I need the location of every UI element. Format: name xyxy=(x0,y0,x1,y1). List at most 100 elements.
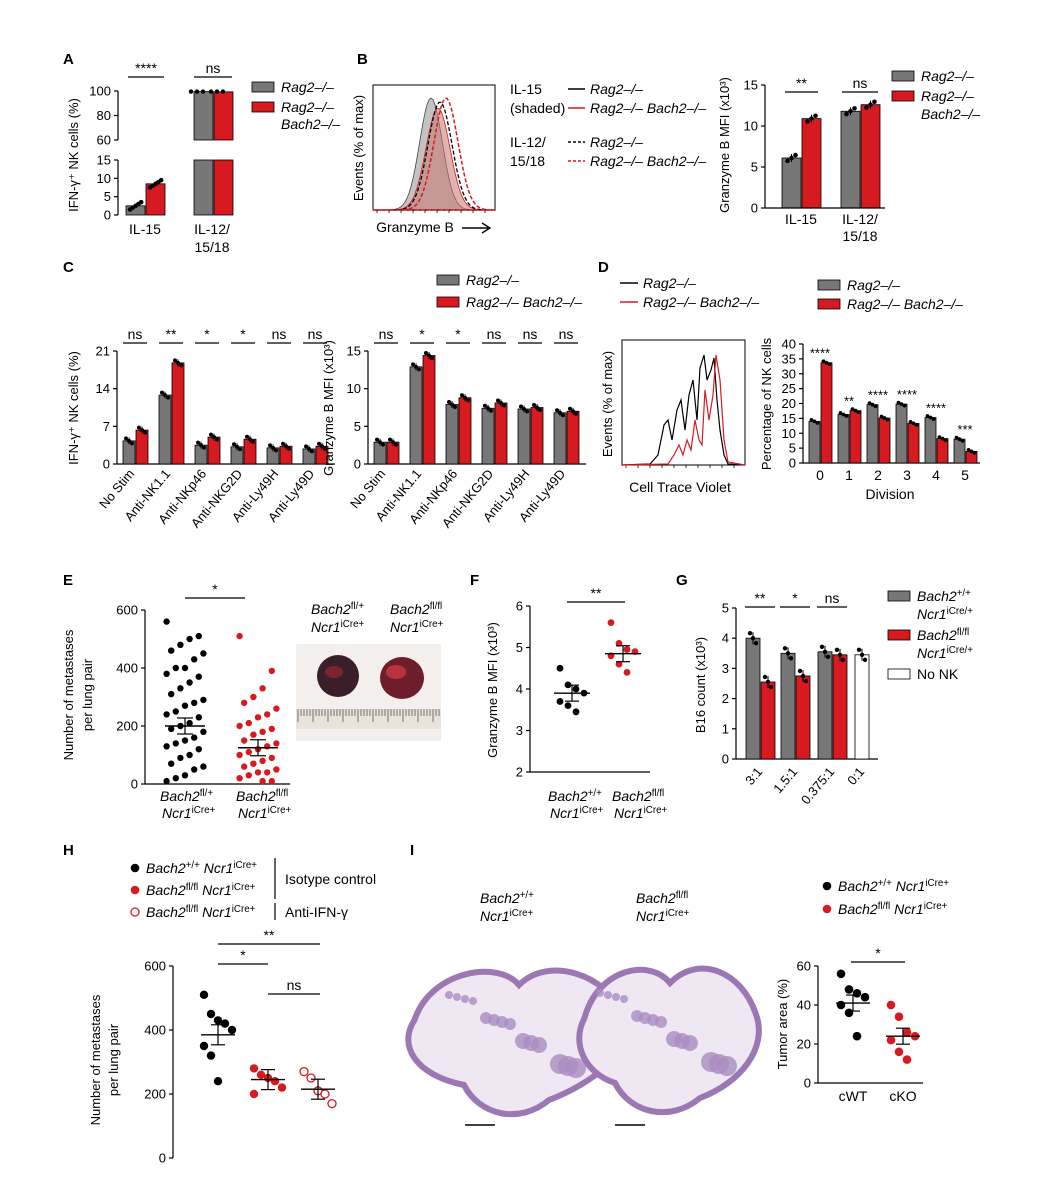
panelI-img-label-0b: Ncr1iCre+ xyxy=(480,908,534,925)
panelA-legend-0-label: Rag2–/– xyxy=(281,79,334,95)
panelE-point xyxy=(273,766,280,773)
panelE-ylabel-2: per lung pair xyxy=(80,658,95,731)
panelB-bar-ylabel: Granzyme B MFI (x10³) xyxy=(717,77,732,213)
panelC-left-point xyxy=(202,445,206,450)
panel-letter-E: E xyxy=(63,572,73,589)
panelC-right-bar xyxy=(422,355,436,465)
panelB-bar-legend-0-label: Rag2–/– xyxy=(921,68,974,84)
panelC-left-point xyxy=(209,432,213,437)
panelE-point xyxy=(236,775,243,782)
panelG-point xyxy=(825,654,831,659)
panelI-legend-0: Bach2+/+ Ncr1iCre+ xyxy=(838,878,949,895)
panelC-right-point xyxy=(427,353,431,358)
panelD-bar-point xyxy=(841,412,846,417)
panelG-point xyxy=(834,647,840,653)
panelF-point xyxy=(564,702,572,709)
panelE-point xyxy=(245,772,252,779)
panelH-legend-1-part: Bach2 xyxy=(146,882,186,898)
panelC-left-point xyxy=(235,444,239,449)
panelD-bar-rect xyxy=(837,414,850,464)
panelD-bar-point xyxy=(908,420,913,424)
panelC-right-bar xyxy=(458,397,472,465)
panelD-bar-x-label: 3 xyxy=(903,467,911,483)
panelC-right-sig-text: ns xyxy=(379,326,394,342)
panelI-x-label: cKO xyxy=(889,1088,916,1104)
panelC-left-tick-label: 14 xyxy=(96,381,110,396)
panelE-point xyxy=(163,743,170,750)
panelD-bar-rect xyxy=(849,410,862,464)
panelI-img-label-1a-part: fl/fl xyxy=(676,890,689,901)
panelE-lung-0-spot xyxy=(325,666,343,678)
panelG-point xyxy=(753,641,759,646)
panelE-point xyxy=(200,696,207,704)
panelC-right-point xyxy=(417,367,421,372)
panelF-point xyxy=(615,660,623,668)
panelE-x-label-1b-part: iCre+ xyxy=(268,805,292,816)
panelF-tick-label: 4 xyxy=(516,682,523,697)
panelD-bar-rect xyxy=(907,423,920,464)
panelC-right-sig-text: ns xyxy=(523,326,538,342)
panelB-bar-point xyxy=(868,102,873,107)
panelC-left-point xyxy=(127,438,131,443)
panelA-tick-label: 60 xyxy=(97,133,111,148)
panelC-left-point xyxy=(212,435,216,440)
panelI-tick-label: 20 xyxy=(797,1037,811,1052)
panelI-legend-0-part: Bach2 xyxy=(838,878,878,894)
panelD-bar-point xyxy=(850,407,855,412)
panelG-x-label: 1.5:1 xyxy=(770,764,800,796)
panelF-point xyxy=(623,646,631,653)
panelE-point xyxy=(163,711,170,718)
panelE-point xyxy=(245,719,252,727)
panelA-legend-1-swatch xyxy=(251,101,275,113)
panelH-legend-0-part: +/+ xyxy=(186,860,200,871)
panelB-bar-point xyxy=(785,158,790,164)
panelC-left-bar xyxy=(135,429,149,465)
panelC-left-point xyxy=(310,449,314,454)
panelE-x-label-0a: Bach2fl/+ xyxy=(160,788,213,805)
panelC-right-point xyxy=(450,402,454,407)
panelA-x-label: IL-15 xyxy=(129,221,161,237)
panelH-point xyxy=(220,1019,230,1028)
panelE-x-label-1a-part: Bach2 xyxy=(236,788,276,804)
panelE-point xyxy=(195,673,202,680)
panelI-tick-label: 40 xyxy=(797,998,811,1013)
panelE-point xyxy=(168,725,175,733)
panelG-tick-label: 1 xyxy=(722,721,729,736)
panelD-bar-point xyxy=(931,417,936,421)
panelG-tick-label: 3 xyxy=(722,661,729,676)
panelH-tick-label: 0 xyxy=(159,1151,166,1166)
panelD-hist-ylabel: Events (% of max) xyxy=(600,351,615,457)
panelC-left-point xyxy=(317,441,321,446)
panelI-point xyxy=(886,1035,896,1045)
panelD-bar-point xyxy=(873,404,878,409)
panelB-legend-s2: Rag2–/– Bach2–/– xyxy=(590,100,706,116)
panelC-right-point xyxy=(460,393,464,398)
panelH-tick-label: 200 xyxy=(144,1087,166,1102)
panelC-right-sig-text: ns xyxy=(487,326,502,342)
panelE-tick-label: 0 xyxy=(131,777,138,792)
panelH-point xyxy=(320,1089,330,1099)
panelC-right-point xyxy=(394,442,398,447)
panelI-img-label-1b: Ncr1iCre+ xyxy=(636,908,690,925)
panelD-bar-point xyxy=(960,438,965,443)
panelI-point xyxy=(902,1028,912,1037)
panelD-bar-sig: *** xyxy=(957,422,972,437)
panelE-x-label-1a-part: fl/fl xyxy=(276,788,289,799)
panelE-point xyxy=(268,754,275,762)
panelE-point xyxy=(177,641,184,648)
panelH-legend-isotype: Isotype control xyxy=(285,871,376,887)
panelE-point xyxy=(191,656,198,663)
panelE-point xyxy=(264,743,271,750)
panelC-left-point xyxy=(284,444,288,449)
panelC-right-point xyxy=(463,395,467,400)
panelI-legend-0-part: +/+ xyxy=(878,878,892,889)
panelI-histology-0-nodule xyxy=(469,997,477,1005)
panelA-x-label: IL-12/ xyxy=(194,221,230,237)
panelC-right-point xyxy=(561,413,565,418)
panelF-x-label-0a-part: Bach2 xyxy=(548,788,588,804)
panelH-tick-label: 600 xyxy=(144,959,166,974)
panelI-tick-label: 60 xyxy=(797,959,811,974)
panelC-right-tick-label: 15 xyxy=(347,344,361,359)
panelF-sig-text: ** xyxy=(591,585,602,601)
